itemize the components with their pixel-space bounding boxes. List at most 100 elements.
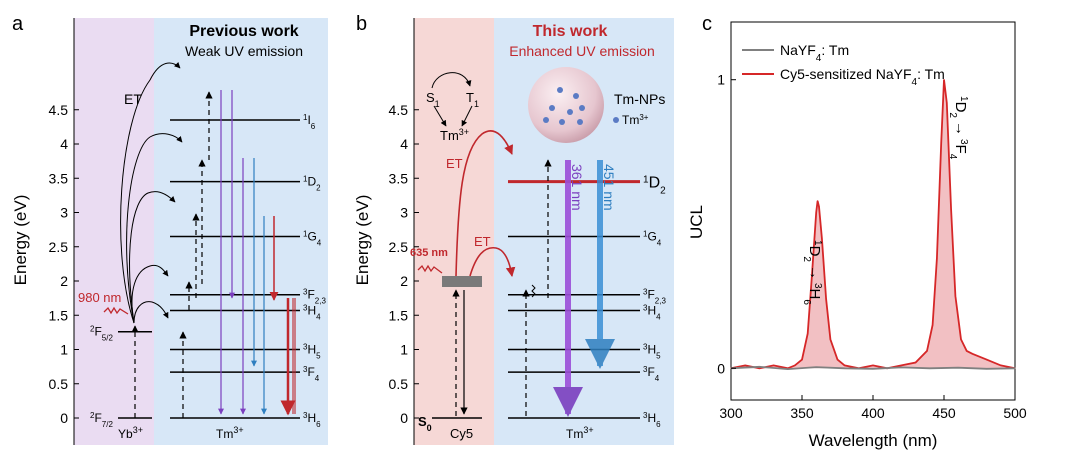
energy-tick-label: 3 <box>400 205 408 221</box>
data-point <box>1014 367 1016 369</box>
legend-label-1: NaYF4: Tm <box>780 42 849 64</box>
yb-background <box>74 18 154 445</box>
np-label: Tm-NPs <box>614 91 665 107</box>
level-term-label: 3F4 <box>303 365 320 383</box>
emission-451-label: 451 nm <box>601 164 617 211</box>
yb-bottom-label: Yb3+ <box>118 425 143 441</box>
data-point <box>872 368 874 370</box>
inset-tm: Tm3+ <box>440 127 469 143</box>
y-ticks: 01 <box>717 72 736 376</box>
tm-bottom-label-b: Tm3+ <box>566 425 594 441</box>
energy-axis-title-a: Energy (eV) <box>11 195 30 286</box>
emission-arrows-a <box>218 90 296 416</box>
energy-tick-label: 3.5 <box>389 170 409 186</box>
et-curve-3 <box>129 191 176 324</box>
dopant <box>577 119 583 125</box>
cy5-s1-level <box>442 276 482 287</box>
energy-tick-label: 2.5 <box>389 239 409 255</box>
et-label-a: ET <box>124 91 142 107</box>
cy5-background <box>414 18 494 445</box>
level-term-label: 2F7/2 <box>90 411 113 429</box>
level-term-label: 1D2 <box>303 174 321 192</box>
energy-tick-label: 1.5 <box>389 307 409 323</box>
data-point <box>954 295 956 297</box>
dopant <box>557 87 563 93</box>
data-point <box>821 237 823 240</box>
nanoparticle: Tm-NPs Tm3+ <box>528 67 665 143</box>
data-point <box>844 364 846 366</box>
data-point <box>986 359 988 361</box>
energy-tick-label: 0 <box>60 410 68 426</box>
data-point <box>836 359 839 361</box>
energy-tick-label: 1 <box>400 342 408 358</box>
dopant <box>549 105 555 111</box>
excitation-label-b: 635 nm <box>410 247 448 259</box>
panel-a: a 0 0.5 1 1.5 2 2.5 3 3.5 4 4.5 Energy (eV) Previ… <box>11 13 328 445</box>
energy-tick-label: 2 <box>60 273 68 289</box>
energy-tick-label: 4.5 <box>49 102 69 118</box>
data-point <box>966 350 968 352</box>
wavy-excitation-a <box>103 306 129 315</box>
spectrum-plot <box>730 79 1016 371</box>
dopant <box>567 109 573 115</box>
panel-b-title: This work <box>533 23 608 40</box>
data-point <box>929 367 931 369</box>
energy-tick-label: 3 <box>60 205 68 221</box>
level-term-label: 3H5 <box>643 342 661 360</box>
data-point <box>818 206 820 208</box>
x-tick-label: 450 <box>932 405 956 421</box>
data-point <box>943 79 945 81</box>
panel-b-label: b <box>356 13 367 35</box>
inset-s1: S1 <box>426 90 440 109</box>
data-point <box>815 366 817 368</box>
cy5-inset: S1 T1 Tm3+ <box>426 72 479 143</box>
data-point <box>829 338 832 341</box>
legend: NaYF4: Tm Cy5-sensitized NaYF4: Tm <box>742 42 945 88</box>
data-point <box>787 368 789 370</box>
level-term-label: 3F4 <box>643 365 660 383</box>
level-term-label: 1G4 <box>303 229 322 247</box>
data-point <box>926 350 928 352</box>
x-ticks: 300 350 400 450 500 <box>719 395 1027 421</box>
panel-a-title: Previous work <box>189 23 298 40</box>
energy-tick-label: 4 <box>400 136 408 152</box>
excitation-label-a: 980 nm <box>78 290 121 305</box>
data-point <box>986 368 988 370</box>
data-point <box>811 275 813 277</box>
tm-bottom-label-a: Tm3+ <box>216 425 244 441</box>
y-tick-label: 0 <box>717 360 725 376</box>
energy-tick-label: 4 <box>60 136 68 152</box>
data-point <box>825 298 827 300</box>
data-point <box>872 364 874 366</box>
np-legend-label: Tm3+ <box>622 113 649 128</box>
level-term-label: 1D2 <box>643 174 666 196</box>
level-term-label: 3F2,3 <box>643 287 666 305</box>
dopant <box>579 105 585 111</box>
x-tick-label: 300 <box>719 405 743 421</box>
data-point <box>815 211 817 214</box>
data-point <box>817 200 819 202</box>
energy-axis-title-b: Energy (eV) <box>353 195 372 286</box>
data-point <box>807 333 809 335</box>
dopant <box>543 117 549 123</box>
level-term-label: 3H6 <box>303 411 321 429</box>
nanoparticle-sphere <box>528 67 604 143</box>
et-curve-2 <box>126 133 183 324</box>
et-curve-b-2 <box>469 247 516 277</box>
x-tick-label: 350 <box>790 405 814 421</box>
level-term-label: 3H5 <box>303 342 321 360</box>
et-curves-a <box>120 62 183 324</box>
et-curve-1 <box>120 62 181 324</box>
panel-b: b 0 0.5 1 1.5 2 2.5 3 3.5 4 4.5 Energy (eV) This … <box>353 13 674 445</box>
energy-tick-label: 0.5 <box>389 376 409 392</box>
panel-b-subtitle: Enhanced UV emission <box>509 43 655 59</box>
data-point <box>844 367 846 369</box>
et-label-b-2: ET <box>474 234 491 249</box>
series-fill-cy5 <box>731 79 1015 369</box>
panel-a-label: a <box>12 13 24 35</box>
data-point <box>915 361 917 364</box>
tm-up-arrows-a <box>179 91 213 418</box>
et-curve-4 <box>131 264 169 324</box>
energy-tick-label: 4.5 <box>389 102 409 118</box>
